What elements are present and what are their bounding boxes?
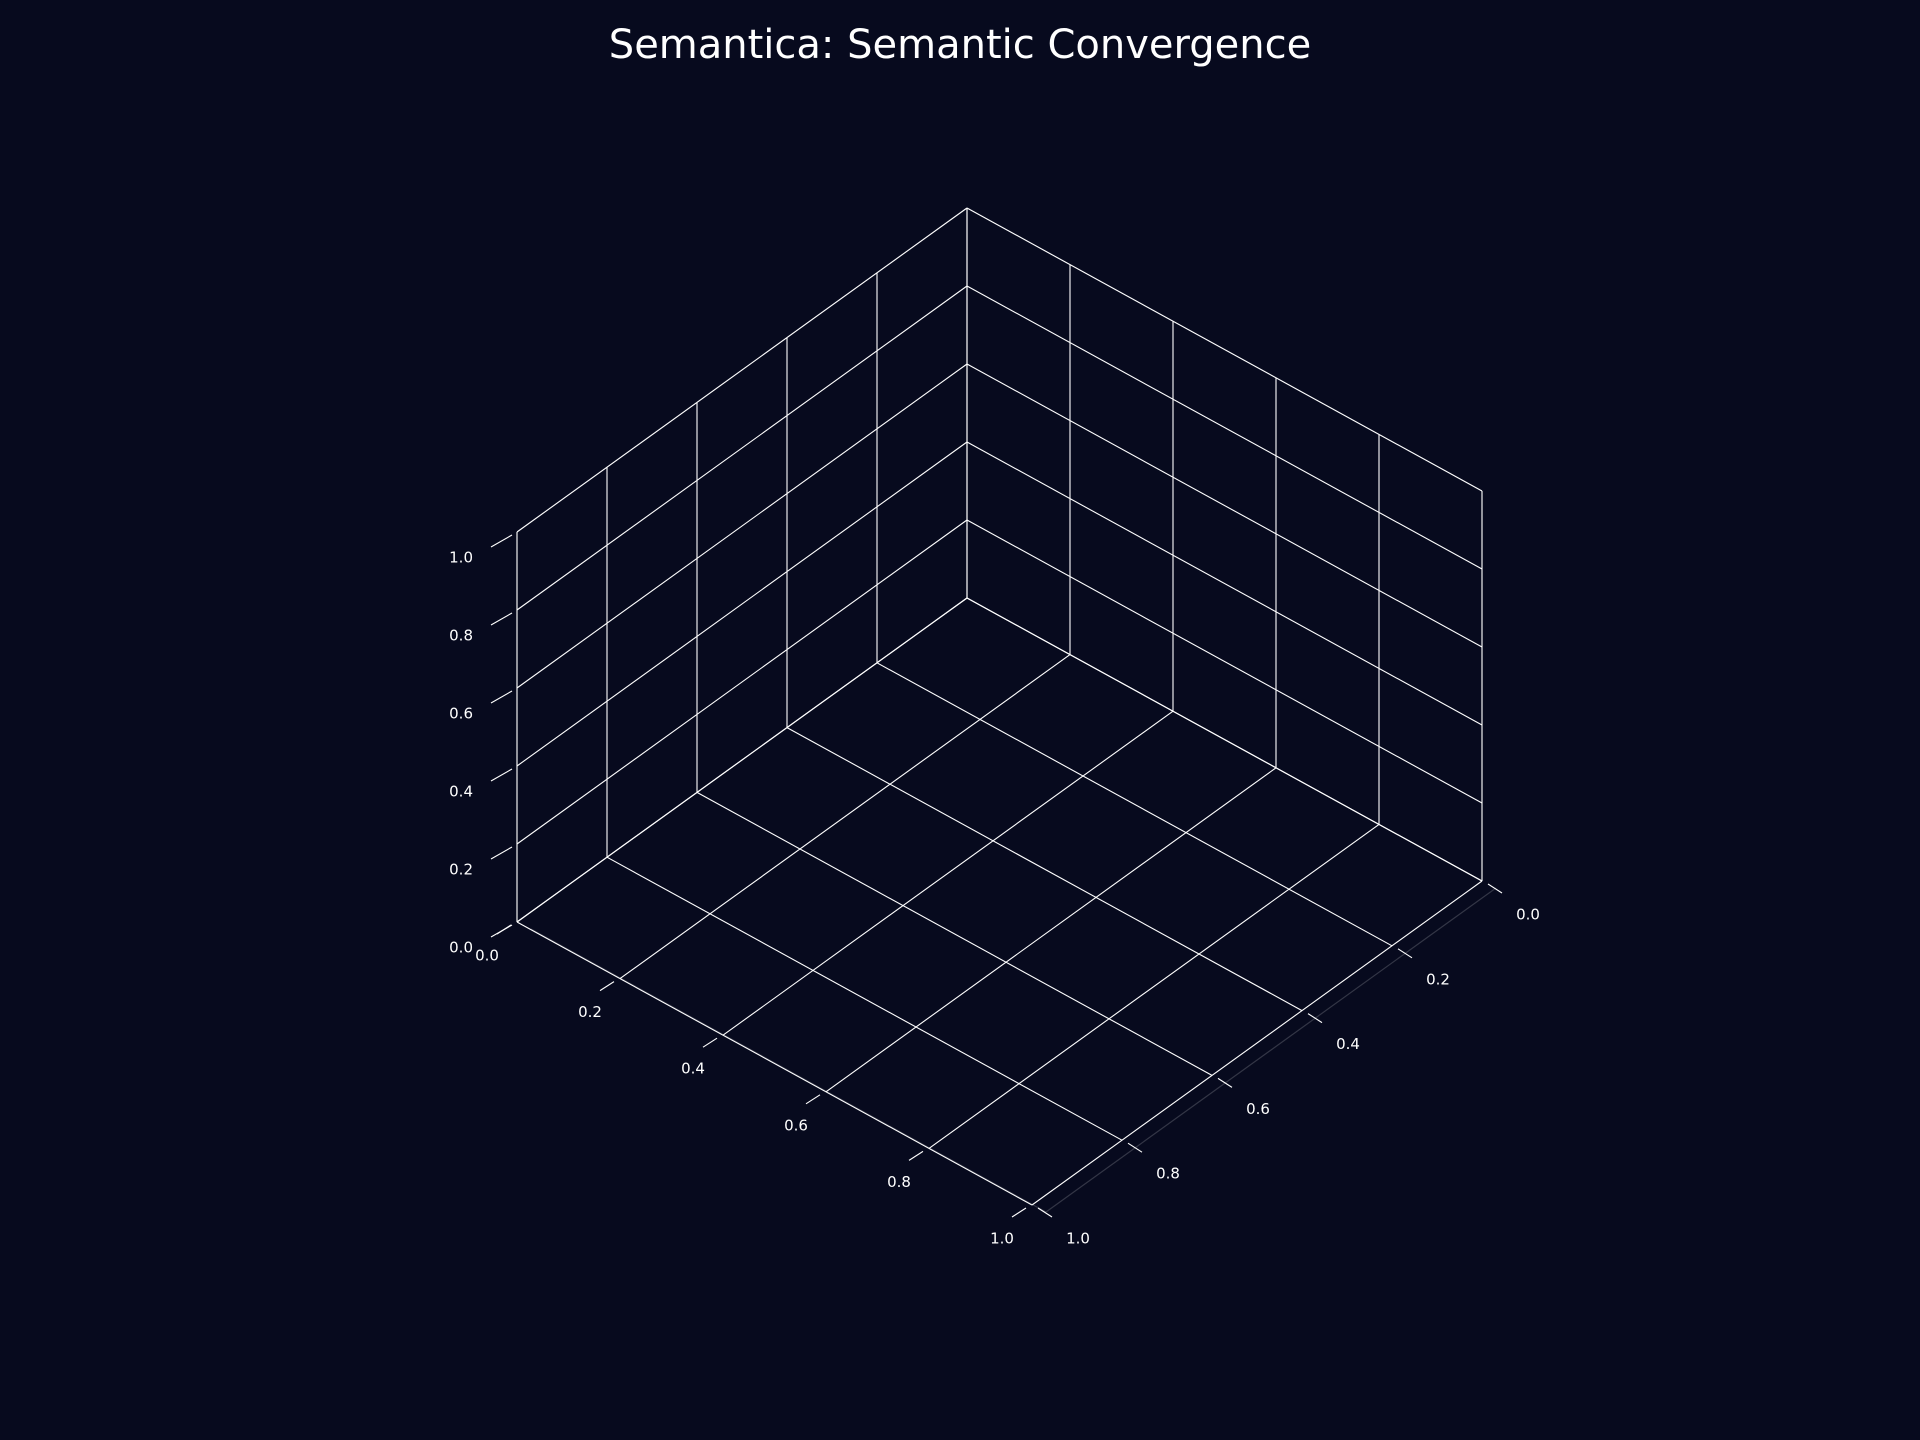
x-tick-label: 1.0 xyxy=(1066,1230,1090,1248)
z-tick-label: 0.6 xyxy=(449,705,473,723)
z-tick xyxy=(490,846,513,860)
z-tick xyxy=(490,534,513,548)
grid-line-z-left-wall xyxy=(516,285,968,611)
z-tick-label: 0.8 xyxy=(449,627,473,645)
grid-line-z-right-wall xyxy=(966,207,1483,492)
z-tick xyxy=(490,924,513,938)
x-tick-label: 0.6 xyxy=(1246,1100,1270,1118)
x-axis-line xyxy=(1045,887,1497,1213)
grid-line-x-floor xyxy=(696,791,1213,1076)
tick-labels: 0.0 0.2 0.4 0.6 0.8 1.0 0.0 0.2 0.4 0.6 0.8 1.0 0.0 0… xyxy=(449,549,1540,1248)
x-tick xyxy=(1487,883,1503,894)
z-tick xyxy=(490,690,513,704)
z-tick-label: 0.4 xyxy=(449,783,473,801)
y-tick-label: 0.4 xyxy=(681,1060,705,1078)
y-tick xyxy=(1011,1207,1027,1218)
chart-title: Semantica: Semantic Convergence xyxy=(608,22,1312,68)
grid-line-y-floor xyxy=(825,767,1277,1093)
grid-line-x-floor xyxy=(516,921,1033,1206)
tick-marks xyxy=(490,534,1503,1218)
y-tick-label: 0.8 xyxy=(887,1173,911,1191)
y-tick xyxy=(702,1037,718,1048)
x-tick-label: 0.4 xyxy=(1336,1035,1360,1053)
z-tick xyxy=(490,612,513,626)
y-tick xyxy=(805,1094,821,1105)
x-tick xyxy=(1397,948,1413,959)
grid-line-y-floor xyxy=(722,710,1174,1036)
z-tick xyxy=(490,768,513,782)
grid-line-z-left-wall xyxy=(516,363,968,689)
grid-line-z-left-wall xyxy=(516,597,968,923)
grid-line-y-floor xyxy=(619,654,1071,980)
grid-line-y-floor xyxy=(928,823,1380,1149)
grid-line-z-left-wall xyxy=(516,441,968,767)
grid-line-z-right-wall xyxy=(966,519,1483,804)
z-tick-label: 1.0 xyxy=(449,549,473,567)
grid-line-x-floor xyxy=(876,662,1393,947)
grid-line-z-right-wall xyxy=(966,285,1483,570)
y-tick-label: 0.0 xyxy=(475,947,499,965)
grid-line-z-left-wall xyxy=(516,519,968,845)
grid-line-z-left-wall xyxy=(516,207,968,533)
grid-line-z-right-wall xyxy=(966,597,1483,882)
y-tick xyxy=(908,1150,924,1161)
z-tick-label: 0.0 xyxy=(449,939,473,957)
y-tick xyxy=(599,981,615,992)
x-tick xyxy=(1037,1207,1053,1218)
grid-lines xyxy=(516,207,1483,1206)
grid-line-z-right-wall xyxy=(966,363,1483,648)
grid-line-y-floor xyxy=(1031,880,1483,1206)
x-tick-label: 0.8 xyxy=(1156,1165,1180,1183)
grid-line-x-floor xyxy=(786,727,1303,1012)
x-tick-label: 0.0 xyxy=(1516,906,1540,924)
x-tick-label: 0.2 xyxy=(1426,970,1450,988)
x-tick xyxy=(1127,1142,1143,1153)
x-tick xyxy=(1307,1013,1323,1024)
y-tick-label: 0.6 xyxy=(784,1116,808,1134)
y-axis-line xyxy=(530,928,1047,1213)
grid-line-z-right-wall xyxy=(966,441,1483,726)
z-tick-label: 0.2 xyxy=(449,861,473,879)
grid-line-x-floor xyxy=(606,856,1123,1141)
y-tick-label: 0.2 xyxy=(578,1003,602,1021)
x-tick xyxy=(1217,1077,1233,1088)
y-tick-label: 1.0 xyxy=(990,1230,1014,1248)
